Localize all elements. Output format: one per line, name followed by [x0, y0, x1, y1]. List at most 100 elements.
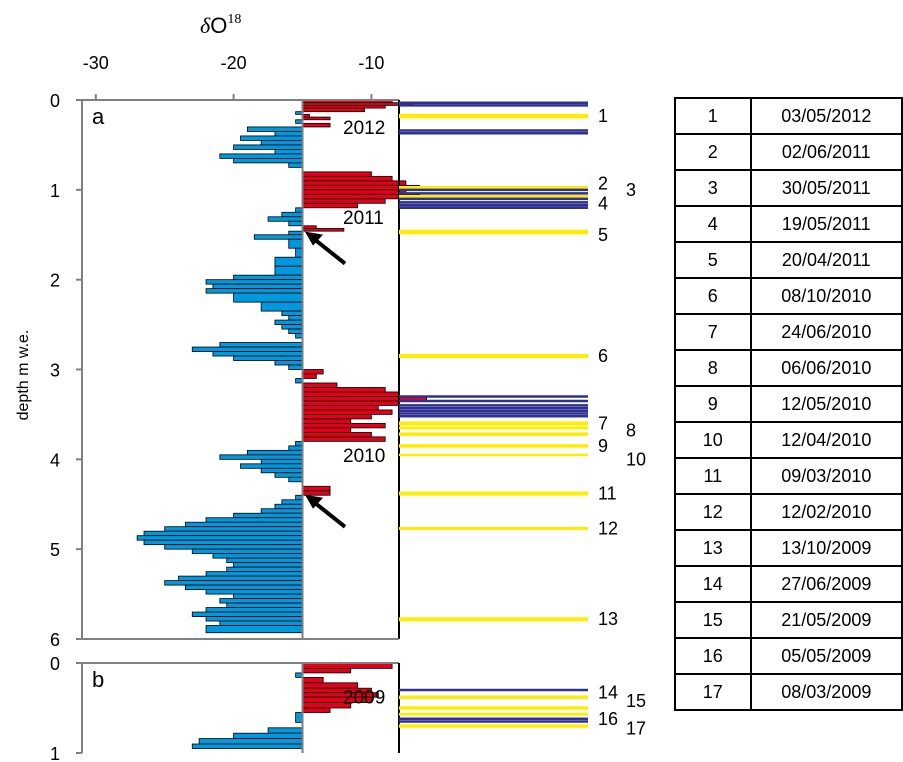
positive-anomaly-bar	[302, 409, 393, 415]
positive-anomaly-bar	[302, 431, 372, 438]
positive-anomaly-bar	[302, 198, 386, 204]
y-tick-label: 6	[50, 630, 60, 650]
negative-anomaly-bar	[191, 346, 303, 352]
negative-anomaly-bar	[212, 283, 303, 290]
positive-anomaly-bar	[302, 485, 331, 492]
negative-anomaly-bar	[295, 712, 303, 723]
negative-anomaly-bar	[233, 355, 303, 361]
table-row: 5 20/04/2011	[674, 241, 903, 279]
y-tick-label: 4	[50, 450, 60, 470]
year-label: 2009	[343, 687, 385, 708]
positive-anomaly-bar	[302, 422, 386, 429]
negative-anomaly-bar	[274, 149, 303, 155]
event-number-cell: 17	[674, 673, 752, 711]
negative-anomaly-bar	[184, 521, 303, 528]
axis-title-base: O	[210, 13, 227, 38]
negative-anomaly-bar	[295, 119, 303, 124]
axis-title-symbol: δ	[200, 13, 211, 38]
negative-anomaly-bar	[212, 351, 303, 357]
event-number-cell: 8	[674, 349, 752, 387]
event-date-cell: 09/03/2010	[749, 457, 903, 495]
negative-anomaly-bar	[274, 265, 303, 276]
negative-anomaly-bar	[295, 207, 303, 213]
negative-anomaly-bar	[191, 743, 303, 749]
negative-anomaly-bar	[274, 319, 303, 325]
positive-anomaly-bar	[302, 175, 393, 182]
table-row: 14 27/06/2009	[674, 565, 903, 603]
x-tick-label: -20	[221, 53, 247, 73]
negative-anomaly-bar	[295, 111, 303, 115]
year-label: 2011	[343, 208, 384, 229]
table-row: 4 19/05/2011	[674, 205, 903, 243]
negative-anomaly-bar	[205, 571, 303, 577]
y-tick-label: 1	[50, 181, 60, 201]
negative-anomaly-bar	[274, 131, 303, 137]
negative-anomaly-bar	[233, 144, 303, 150]
event-number-cell: 3	[674, 169, 752, 207]
negative-anomaly-bar	[295, 440, 303, 447]
event-number-cell: 1	[674, 97, 752, 135]
negative-anomaly-bar	[178, 575, 303, 582]
negative-anomaly-bar	[267, 216, 303, 222]
event-number-cell: 10	[674, 421, 752, 459]
event-number-cell: 9	[674, 385, 752, 423]
event-date-cell: 08/03/2009	[749, 673, 903, 711]
negative-anomaly-bar	[295, 247, 303, 258]
event-date-table: 1 03/05/2012 2 02/06/2011 3 30/05/2011 4 19/05/…	[674, 97, 903, 711]
negative-anomaly-bar	[288, 220, 303, 227]
negative-anomaly-bar	[281, 211, 303, 218]
x-tick-label: -30	[83, 53, 109, 73]
negative-anomaly-bar	[205, 616, 303, 622]
positive-anomaly-bar	[302, 107, 365, 113]
positive-anomaly-bar	[302, 387, 386, 393]
positive-anomaly-bar	[302, 373, 317, 379]
event-number-cell: 4	[674, 205, 752, 243]
negative-anomaly-bar	[288, 162, 303, 168]
positive-anomaly-bar	[302, 414, 372, 420]
negative-anomaly-bar	[219, 153, 303, 159]
negative-anomaly-bar	[288, 230, 303, 236]
panel-b: 0 1 b 2009 14 15 16 17	[50, 654, 646, 762]
negative-anomaly-bar	[191, 548, 303, 555]
negative-anomaly-bar	[288, 238, 303, 249]
table-row: 15 21/05/2009	[674, 601, 903, 639]
positive-anomaly-bar	[302, 369, 324, 375]
event-label: 1	[598, 106, 608, 126]
arrow-head	[305, 494, 323, 509]
event-number-cell: 12	[674, 493, 752, 531]
negative-anomaly-bar	[288, 476, 303, 483]
negative-anomaly-bar	[136, 535, 303, 541]
event-number-cell: 5	[674, 241, 752, 279]
negative-anomaly-bar	[246, 449, 303, 456]
positive-anomaly-bar	[302, 490, 331, 496]
event-number-cell: 6	[674, 277, 752, 315]
negative-anomaly-bar	[191, 611, 303, 617]
negative-anomaly-bar	[205, 625, 303, 634]
negative-anomaly-bar	[253, 234, 303, 240]
year-label: 2012	[343, 118, 385, 139]
positive-anomaly-bar	[302, 104, 386, 109]
table-row: 11 09/03/2010	[674, 457, 903, 495]
positive-anomaly-bar	[302, 113, 310, 118]
event-date-cell: 12/02/2010	[749, 493, 903, 531]
negative-anomaly-bar	[219, 342, 303, 348]
positive-anomaly-bar	[302, 418, 352, 424]
positive-anomaly-bar	[302, 436, 386, 442]
negative-anomaly-bar	[219, 598, 303, 604]
event-label: 16	[598, 709, 618, 729]
negative-anomaly-bar	[233, 292, 303, 303]
negative-anomaly-bar	[281, 310, 303, 317]
x-tick-label: -10	[358, 53, 384, 73]
negative-anomaly-bar	[281, 499, 303, 505]
negative-anomaly-bar	[219, 454, 303, 460]
event-date-cell: 12/05/2010	[749, 385, 903, 423]
event-label: 8	[626, 421, 636, 441]
positive-anomaly-bar	[302, 189, 407, 195]
event-label: 2	[598, 174, 608, 194]
negative-anomaly-bar	[226, 602, 303, 608]
negative-anomaly-bar	[240, 135, 303, 141]
event-date-cell: 30/05/2011	[749, 169, 903, 207]
axis-title-sup: 18	[227, 12, 241, 27]
